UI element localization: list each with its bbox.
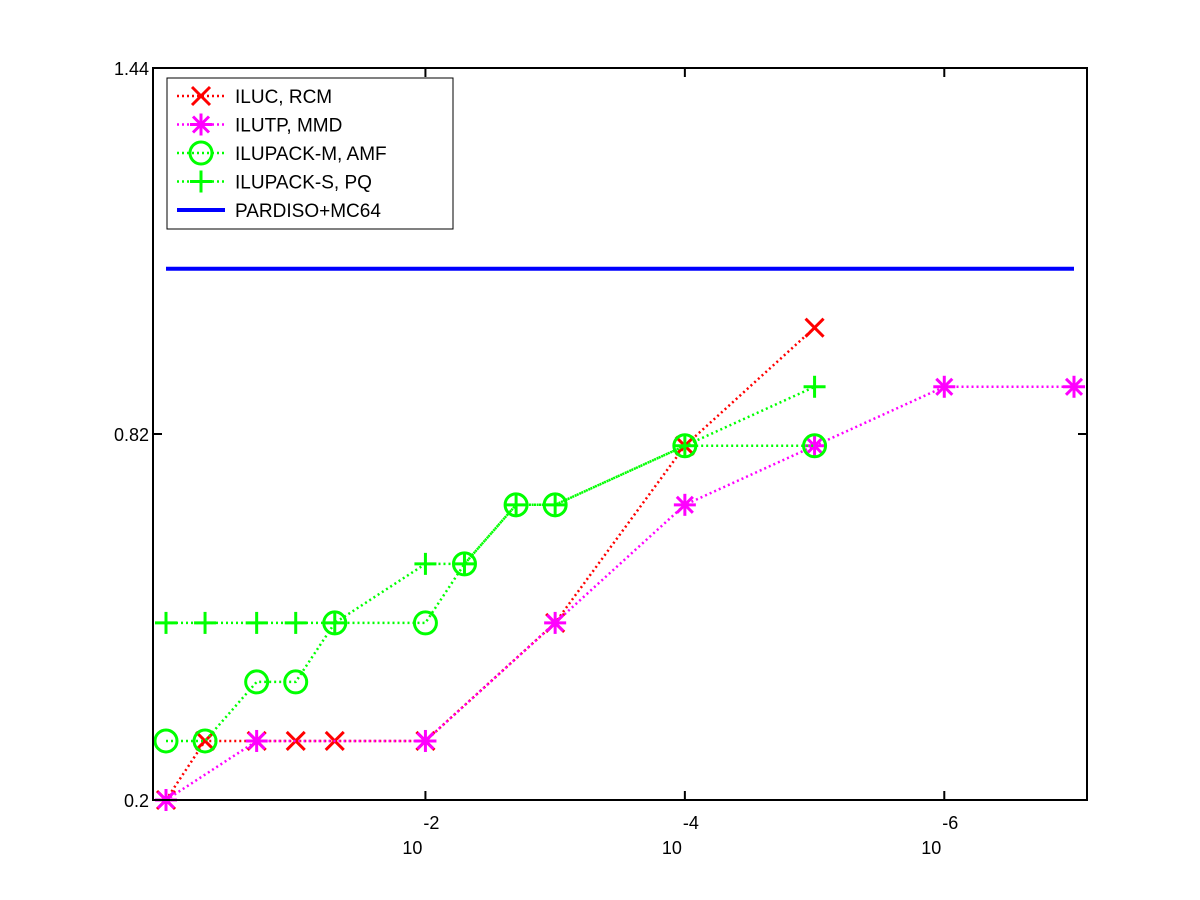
legend-marker — [190, 85, 212, 107]
x-tick-label-base: 10 — [402, 838, 422, 858]
data-point — [412, 610, 438, 636]
data-point — [245, 611, 268, 634]
y-tick-label: 0.82 — [114, 425, 149, 445]
legend-item: ILUPACK-S, PQ — [177, 170, 372, 194]
legend-label: ILUTP, MMD — [235, 116, 342, 137]
x-tick-label-exponent: -4 — [683, 813, 699, 833]
legend-item: PARDISO+MC64 — [177, 201, 381, 222]
data-point — [153, 728, 179, 754]
y-tick-label: 1.44 — [114, 59, 149, 79]
data-point — [414, 552, 437, 575]
series-3 — [155, 375, 826, 634]
data-point — [802, 433, 828, 459]
legend: ILUC, RCM ILUTP, MMD ILUPACK-M, AMF ILUPACK… — [166, 77, 454, 230]
data-point — [284, 611, 307, 634]
data-point — [673, 434, 696, 457]
series-line — [165, 385, 1074, 802]
data-point — [323, 611, 346, 634]
x-tick-label-exponent: -6 — [942, 813, 958, 833]
x-tick-label-exponent: -2 — [423, 813, 439, 833]
data-point — [933, 375, 956, 398]
legend-item: ILUC, RCM — [177, 85, 332, 108]
legend-item: ILUTP, MMD — [177, 113, 342, 137]
x-tick-label-base: 10 — [921, 838, 941, 858]
data-point — [244, 669, 270, 695]
legend-label: PARDISO+MC64 — [235, 201, 381, 222]
data-point — [194, 611, 217, 634]
legend-box — [166, 77, 454, 230]
data-point — [803, 375, 826, 398]
data-point — [285, 730, 306, 752]
legend-marker — [190, 170, 212, 193]
data-point — [544, 493, 567, 516]
data-point — [414, 729, 437, 752]
data-point — [1063, 375, 1085, 398]
data-point — [155, 611, 177, 634]
data-point — [804, 317, 825, 338]
data-point — [192, 728, 218, 754]
y-tick-label: 0.2 — [124, 791, 149, 811]
data-point — [544, 611, 567, 634]
data-point — [283, 669, 309, 695]
x-tick-label-base: 10 — [662, 838, 682, 858]
data-point — [505, 493, 528, 516]
legend-label: ILUPACK-S, PQ — [235, 173, 372, 194]
data-point — [245, 729, 268, 752]
legend-label: ILUPACK-M, AMF — [235, 144, 387, 165]
series-line — [166, 444, 815, 743]
legend-label: ILUC, RCM — [235, 87, 332, 108]
legend-marker — [188, 140, 214, 166]
data-point — [453, 552, 476, 575]
legend-item: ILUPACK-M, AMF — [177, 140, 387, 166]
data-point — [673, 493, 696, 516]
legend-marker — [190, 113, 212, 136]
data-point — [194, 730, 216, 752]
